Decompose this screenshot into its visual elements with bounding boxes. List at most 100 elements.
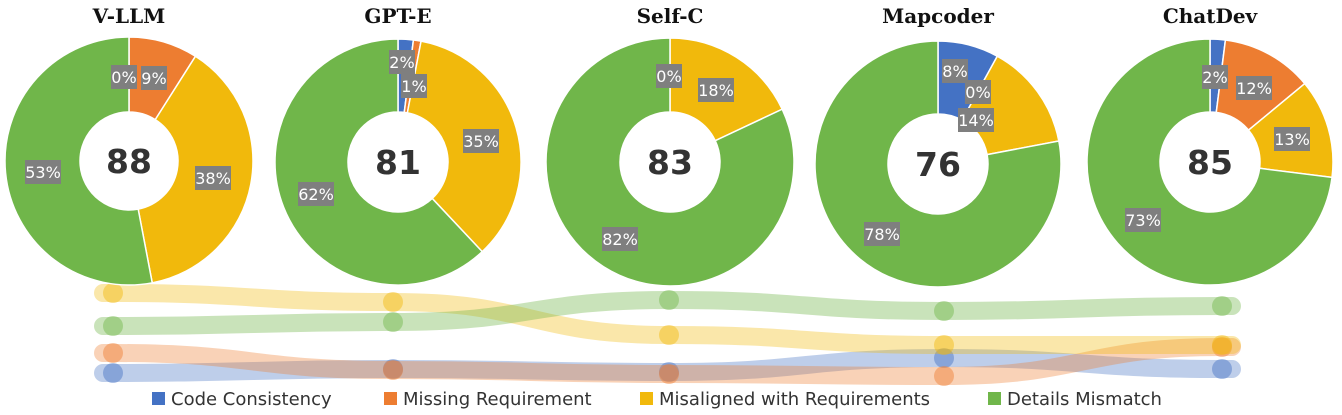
slice-details-mismatch [545,37,795,287]
slice-label-details-mismatch: 82% [602,227,638,251]
trend-point-code-consistency [103,363,123,383]
trend-point-details-mismatch [103,316,123,336]
slice-label-text: 2% [1202,68,1227,87]
legend-item-details-mismatch: Details Mismatch [988,389,1162,410]
slice-label-text: 35% [463,132,499,151]
slice-label-text: 0% [111,68,136,87]
slice-label-text: 12% [1236,79,1272,98]
slice-label-text: 14% [958,111,994,130]
chart-title: Mapcoder [882,4,994,28]
slice-label-box [195,166,231,190]
slice-label-text: 9% [141,69,166,88]
trend-point-details-mismatch [383,312,403,332]
slice-label-code-consistency: 8% [942,59,968,83]
donut-mapcoder: Mapcoder 76 8% 0% 14% 78% [814,4,1062,288]
slice-label-code-consistency: 2% [1202,65,1228,89]
slice-label-details-mismatch: 53% [25,160,61,184]
slice-details-mismatch [4,36,154,286]
slice-label-misaligned-with-requirements: 13% [1274,127,1310,151]
slice-label-text: 2% [389,53,414,72]
slice-label-misaligned-with-requirements: 18% [698,78,734,102]
donut-chatdev: ChatDev 85 2% 12% 13% 73% [1086,4,1334,286]
slice-label-box [958,108,994,132]
slice-label-text: 8% [942,62,967,81]
slice-label-text: 38% [195,169,231,188]
slice-label-box [942,59,968,83]
legend-item-code-consistency: Code Consistency [152,389,332,410]
legend-label: Missing Requirement [403,389,592,410]
trend-point-code-consistency [659,362,679,382]
slice-label-text: 78% [864,225,900,244]
trend-point-misaligned-with-requirements [934,335,954,355]
trend-point-missing-requirement [103,343,123,363]
slice-label-code-consistency: 2% [389,50,415,74]
slice-label-text: 1% [401,77,426,96]
chart-title: V-LLM [92,4,166,28]
donut-group: V-LLM 88 0% 9% 38% 53% GPT-E 81 2% 1% 35% 62% Self-C… [4,4,1334,288]
center-value: 85 [1187,143,1233,182]
slice-label-box [111,65,137,89]
center-value: 88 [106,142,152,181]
trend-bands [94,283,1241,386]
trend-band-misaligned-with-requirements [94,284,1241,355]
slice-label-missing-requirement: 9% [141,66,167,90]
slice-label-code-consistency: 0% [656,64,682,88]
trend-point-missing-requirement [383,360,403,380]
trend-band-code-consistency [94,348,1241,382]
trend-point-missing-requirement [1212,337,1232,357]
trend-point-code-consistency [1212,359,1232,379]
trend-point-details-mismatch [659,290,679,310]
trend-point-misaligned-with-requirements [1212,335,1232,355]
legend: Code Consistency Missing Requirement Misal… [152,389,1162,410]
slice-label-box [602,227,638,251]
slice-label-details-mismatch: 73% [1125,208,1161,232]
chart-title: GPT-E [364,4,431,28]
donut-self-c: Self-C 83 0% 18% 82% [545,4,795,287]
legend-swatch [640,392,653,405]
chart-title: ChatDev [1163,4,1259,28]
trend-point-code-consistency [934,348,954,368]
trend-point-misaligned-with-requirements [659,325,679,345]
donut-v-llm: V-LLM 88 0% 9% 38% 53% [4,4,254,286]
trend-point-misaligned-with-requirements [103,283,123,303]
slice-label-text: 73% [1125,211,1161,230]
slice-label-details-mismatch: 62% [298,182,334,206]
slice-label-missing-requirement: 12% [1236,76,1272,100]
legend-label: Misaligned with Requirements [659,389,930,410]
trend-point-missing-requirement [934,366,954,386]
trend-point-missing-requirement [659,364,679,384]
trend-point-code-consistency [383,359,403,379]
slice-details-mismatch [274,38,484,286]
slice-label-details-mismatch: 78% [864,222,900,246]
slice-label-box [25,160,61,184]
slice-label-text: 82% [602,230,638,249]
slice-label-text: 0% [965,83,990,102]
legend-swatch [988,392,1001,405]
slice-label-box [864,222,900,246]
slice-label-box [389,50,415,74]
slice-label-text: 53% [25,163,61,182]
legend-label: Details Mismatch [1007,389,1162,410]
slice-label-box [141,66,167,90]
slice-label-box [698,78,734,102]
slice-label-box [463,129,499,153]
slice-label-text: 62% [298,185,334,204]
legend-label: Code Consistency [171,389,332,410]
slice-label-text: 18% [698,81,734,100]
donut-gpt-e: GPT-E 81 2% 1% 35% 62% [274,4,522,286]
slice-label-missing-requirement: 1% [401,74,427,98]
slice-label-text: 13% [1274,130,1310,149]
slice-label-box [656,64,682,88]
slice-label-box [298,182,334,206]
slice-label-box [401,74,427,98]
slice-label-misaligned-with-requirements: 38% [195,166,231,190]
slice-label-text: 0% [656,67,681,86]
trend-point-details-mismatch [934,301,954,321]
slice-label-box [1202,65,1228,89]
slice-label-misaligned-with-requirements: 35% [463,129,499,153]
legend-item-missing-requirement: Missing Requirement [384,389,592,410]
trend-band-missing-requirement [94,338,1241,386]
slice-label-box [1236,76,1272,100]
legend-swatch [384,392,397,405]
